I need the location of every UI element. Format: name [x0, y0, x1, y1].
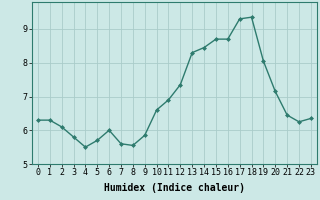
X-axis label: Humidex (Indice chaleur): Humidex (Indice chaleur)	[104, 183, 245, 193]
